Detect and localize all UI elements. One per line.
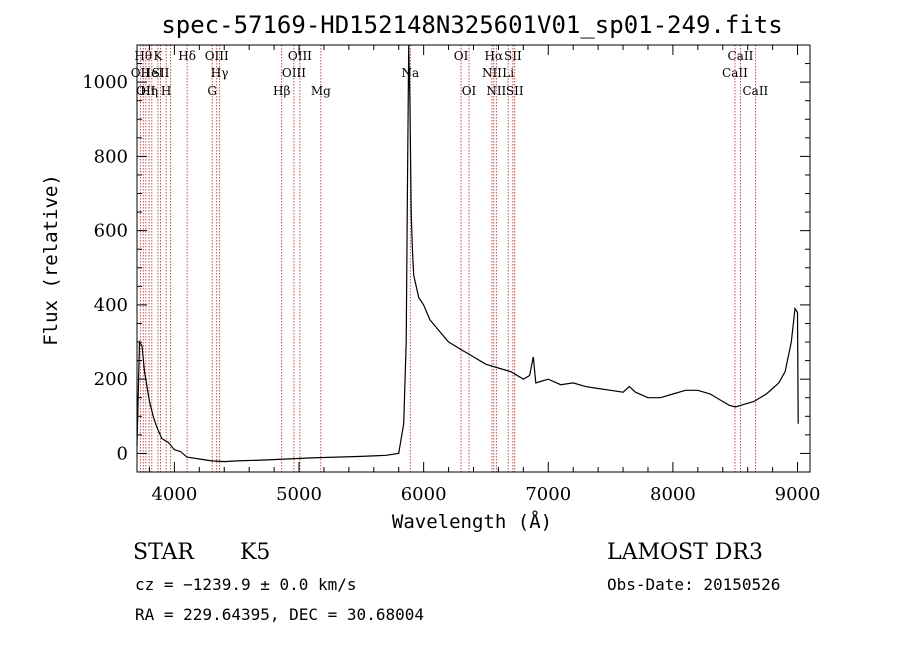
- axis-ticks: 4000 5000 6000 7000 8000 9000 0 200 400 600 800 100…: [82, 44, 821, 505]
- line-mark-label: CaII: [722, 66, 748, 80]
- observation-date: Obs-Date: 20150526: [607, 575, 781, 594]
- x-tick-label: 5000: [276, 484, 322, 505]
- line-mark-label: Hβ: [273, 84, 290, 98]
- y-tick-label: 600: [94, 221, 128, 242]
- line-mark-label: OIII: [288, 49, 312, 63]
- y-tick-label: 0: [117, 443, 128, 464]
- object-subclass: K5: [240, 540, 271, 565]
- line-mark-label: OII: [131, 66, 151, 80]
- line-mark-label: G: [207, 84, 217, 98]
- y-tick-label: 800: [94, 146, 128, 167]
- line-mark-label: OIII: [205, 49, 229, 63]
- redshift-cz: cz = −1239.9 ± 0.0 km/s: [135, 575, 357, 594]
- x-axis-label: Wavelength (Å): [392, 510, 552, 533]
- line-mark-label: CaII: [728, 49, 754, 63]
- line-mark-label: Hγ: [211, 66, 229, 80]
- line-mark-label: Li: [502, 66, 514, 80]
- line-mark-label: H: [161, 84, 171, 98]
- plot-frame: [136, 44, 811, 473]
- x-tick-label: 8000: [650, 484, 696, 505]
- line-mark-label: SII: [152, 66, 170, 80]
- line-mark-label: OI: [454, 49, 469, 63]
- line-mark-label: SII: [504, 49, 522, 63]
- y-axis-label: Flux (relative): [40, 174, 62, 346]
- emission-line-marks: OIIHθOIIHηHeIKSIIHHδGOIIIHγHβOIIIOIIIMgN…: [131, 45, 769, 472]
- line-mark-label: OIII: [282, 66, 306, 80]
- line-mark-label: OII: [136, 84, 156, 98]
- line-mark-label: Hη: [140, 84, 158, 98]
- line-mark-label: Na: [401, 66, 419, 80]
- chart-title: spec-57169-HD152148N325601V01_sp01-249.f…: [161, 11, 782, 39]
- line-mark-label: NII: [482, 66, 502, 80]
- line-mark-label: OI: [462, 84, 477, 98]
- line-mark-label: Hθ: [134, 49, 152, 63]
- ra-dec-coordinates: RA = 229.64395, DEC = 30.68004: [135, 605, 424, 624]
- object-class: STAR: [133, 540, 194, 565]
- line-mark-label: SII: [506, 84, 524, 98]
- x-tick-label: 4000: [151, 484, 197, 505]
- line-mark-label: Hα: [485, 49, 504, 63]
- line-mark-label: Mg: [311, 84, 331, 98]
- survey-name: LAMOST DR3: [607, 540, 763, 565]
- line-mark-label: CaII: [742, 84, 768, 98]
- y-tick-label: 400: [94, 295, 128, 316]
- x-tick-label: 7000: [525, 484, 571, 505]
- line-mark-label: K: [153, 49, 163, 63]
- spectrum-line: [136, 44, 799, 463]
- x-tick-label: 9000: [775, 484, 821, 505]
- y-tick-label: 1000: [82, 72, 128, 93]
- line-mark-label: NII: [486, 84, 506, 98]
- x-tick-label: 6000: [401, 484, 447, 505]
- y-tick-label: 200: [94, 369, 128, 390]
- line-mark-label: Hδ: [178, 49, 196, 63]
